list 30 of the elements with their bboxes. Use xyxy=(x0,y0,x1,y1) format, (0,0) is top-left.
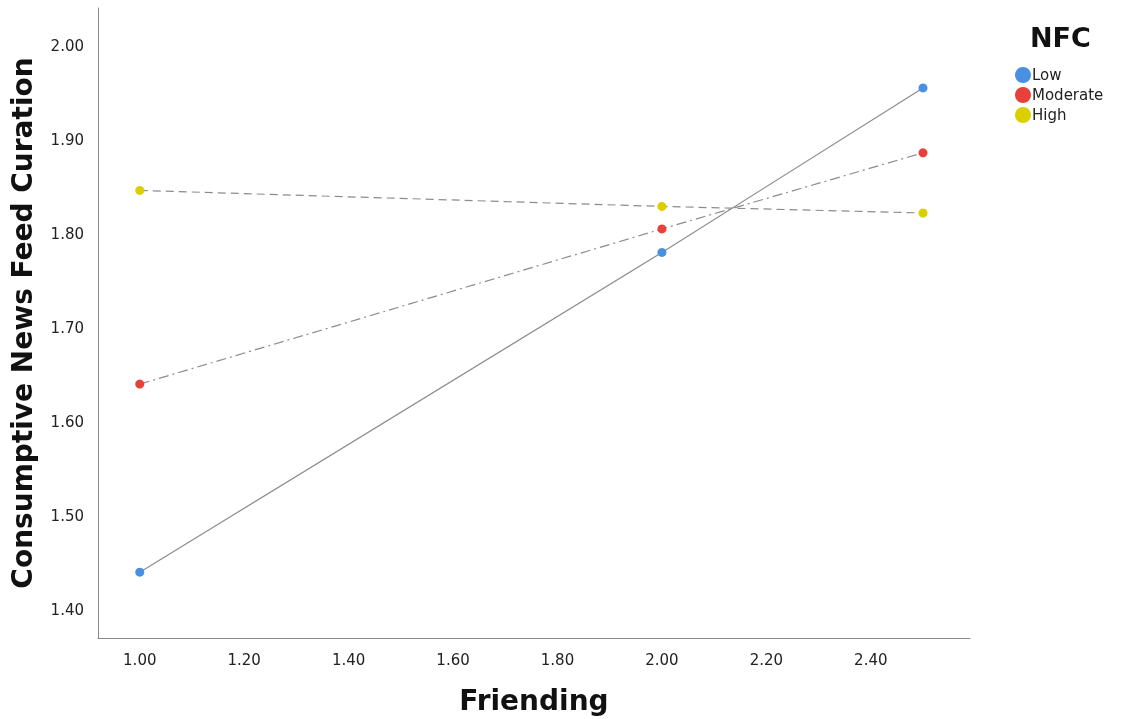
x-tick-label: 2.00 xyxy=(645,650,679,669)
x-tick-label: 1.60 xyxy=(436,650,470,669)
point xyxy=(918,83,928,93)
x-tick-label: 1.80 xyxy=(540,650,575,669)
point xyxy=(657,247,667,257)
x-axis-title: Friending xyxy=(459,683,609,717)
point xyxy=(135,379,145,389)
x-tick-label: 1.00 xyxy=(123,650,157,669)
x-tick-label: 1.20 xyxy=(227,650,261,669)
y-tick-label: 2.00 xyxy=(50,36,84,55)
legend-label: Low xyxy=(1032,66,1062,84)
legend-label: Moderate xyxy=(1032,86,1104,104)
point xyxy=(657,201,667,211)
y-tick-label: 1.60 xyxy=(50,412,84,431)
y-tick-label: 1.40 xyxy=(50,600,84,619)
x-tick-label: 2.20 xyxy=(749,650,784,669)
y-tick-label: 1.70 xyxy=(50,318,84,337)
point xyxy=(135,567,145,577)
y-tick-label: 1.90 xyxy=(50,130,84,149)
point xyxy=(918,148,928,158)
y-tick-label: 1.50 xyxy=(50,506,84,525)
point xyxy=(657,224,667,234)
legend-title: NFC xyxy=(1030,22,1091,53)
x-tick-label: 2.40 xyxy=(854,650,888,669)
y-tick-label: 1.80 xyxy=(50,224,84,243)
point xyxy=(918,208,928,218)
x-tick-label: 1.40 xyxy=(331,650,366,669)
legend-label: High xyxy=(1032,106,1067,124)
y-axis-title: Consumptive News Feed Curation xyxy=(5,57,39,589)
point xyxy=(135,185,145,195)
